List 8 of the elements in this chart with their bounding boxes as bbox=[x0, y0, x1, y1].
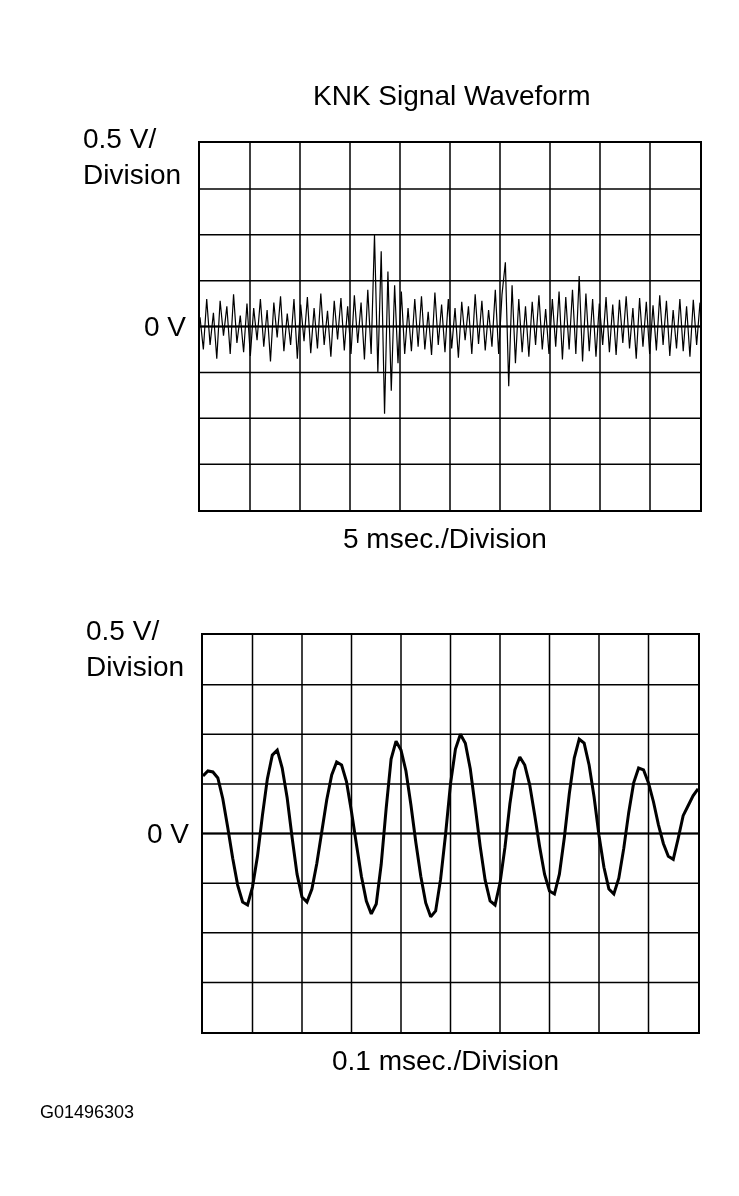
chart-title: KNK Signal Waveform bbox=[313, 80, 591, 111]
y-axis-title: 0.5 V/ Division bbox=[83, 123, 182, 191]
ref-line-label: 0 V bbox=[144, 311, 187, 342]
y-axis-title: 0.5 V/ Division bbox=[86, 615, 185, 683]
text: G01496303 bbox=[40, 1102, 135, 1122]
ref-line-label: 0 V bbox=[147, 818, 190, 849]
x-axis-title: 5 msec./Division bbox=[343, 523, 547, 554]
x-axis-title: 0.1 msec./Division bbox=[332, 1045, 560, 1076]
